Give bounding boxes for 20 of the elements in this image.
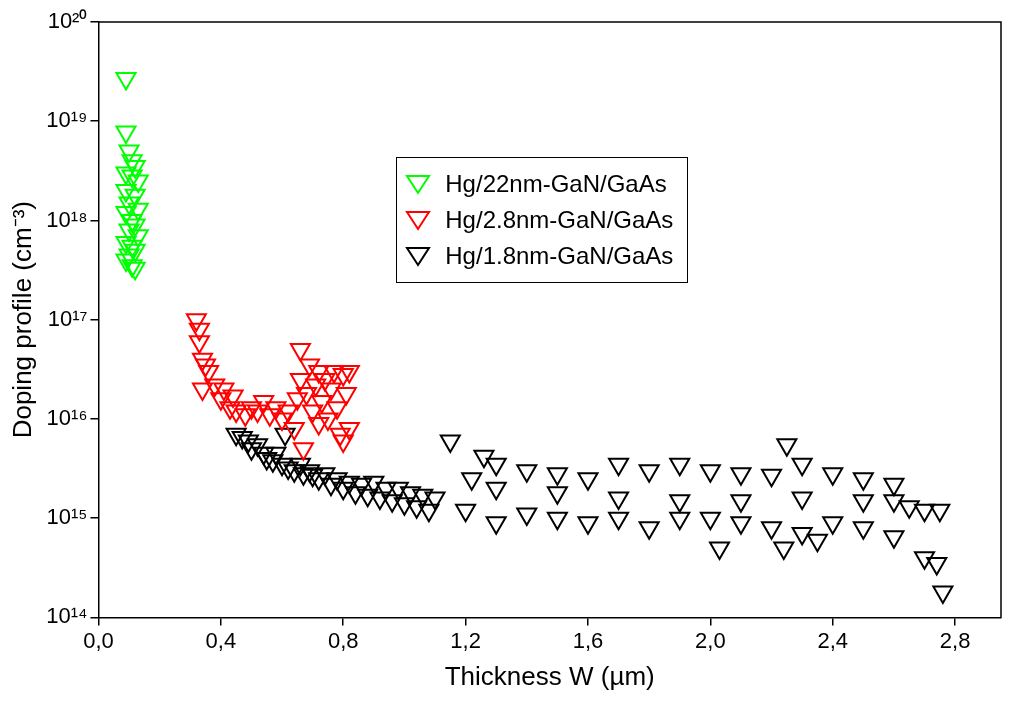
- y-tick-label: 10¹⁷: [47, 305, 88, 331]
- y-tick-label: 10¹⁸: [46, 206, 88, 232]
- legend-label: Hg/2.8nm-GaN/GaAs: [445, 206, 674, 234]
- x-tick-label: 0,8: [327, 627, 359, 653]
- y-tick-label: 10¹⁴: [46, 603, 88, 629]
- x-tick-label: 0,4: [205, 627, 237, 653]
- x-tick-label: 2,4: [817, 627, 849, 653]
- y-tick-label: 10¹⁹: [46, 107, 88, 133]
- y-tick-label: 10¹⁵: [46, 504, 88, 530]
- x-axis-title: Thickness W (µm): [444, 660, 655, 691]
- y-tick-label: 10²⁰: [47, 8, 88, 34]
- x-tick-label: 2,0: [695, 627, 726, 653]
- x-tick-label: 1,2: [450, 627, 481, 653]
- y-tick-label: 10¹⁶: [46, 405, 88, 430]
- x-tick-label: 0,0: [83, 627, 114, 653]
- x-tick-label: 1,6: [572, 627, 604, 653]
- x-tick-label: 2,8: [939, 627, 971, 653]
- y-axis-title: Doping profile (cm⁻³): [6, 201, 37, 439]
- legend-label: Hg/1.8nm-GaN/GaAs: [445, 242, 674, 270]
- legend-label: Hg/22nm-GaN/GaAs: [445, 170, 667, 198]
